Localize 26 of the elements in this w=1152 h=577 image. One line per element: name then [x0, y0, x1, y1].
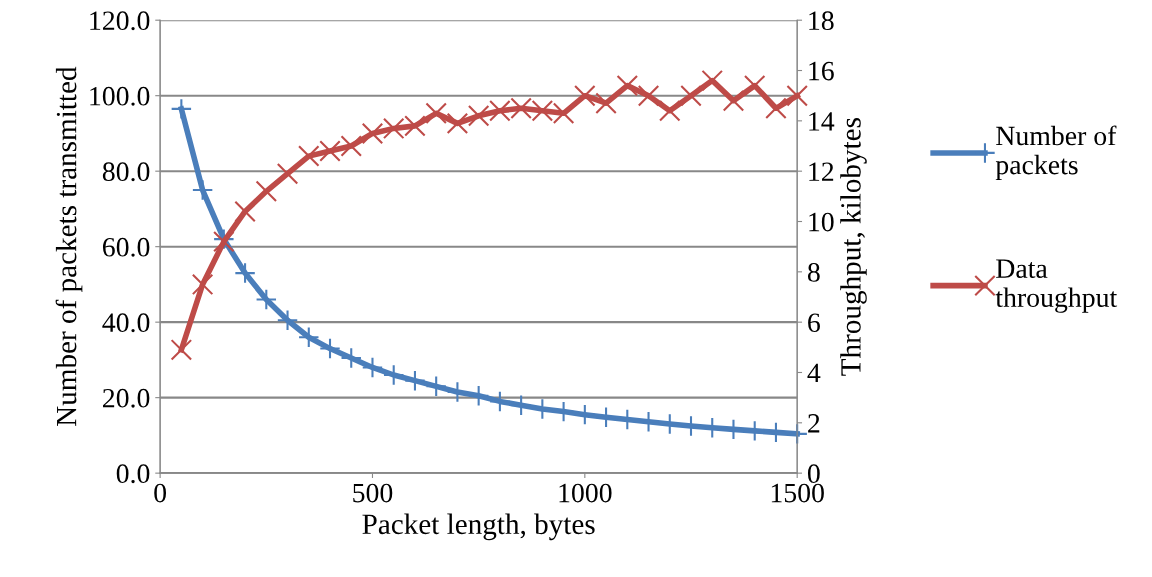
y2-tick-label: 8	[807, 263, 820, 282]
y2-tick-label: 0	[807, 464, 820, 484]
y2-tick-label: 4	[807, 363, 821, 383]
y2-axis-title: Throughput, kilobytes	[840, 118, 867, 376]
y-tick-label: 40.0	[102, 313, 150, 333]
y2-tick-label: 6	[808, 313, 820, 333]
y-tick-label: 20.0	[103, 388, 150, 408]
x-tick-label: 1000	[559, 483, 612, 503]
y-tick-label: 100.0	[90, 86, 150, 106]
y2-tick-label: 12	[809, 162, 834, 181]
y2-tick-label: 10	[809, 212, 834, 232]
legend-label: Number of packets	[995, 125, 1117, 181]
y2-tick-label: 2	[808, 414, 820, 433]
x-tick-label: 500	[353, 483, 393, 503]
x-axis-title: Packet length, bytes	[362, 513, 595, 541]
x-tick-label: 1500	[771, 483, 824, 503]
y-tick-label: 80.0	[102, 162, 150, 182]
legend-label: Data throughput	[995, 259, 1118, 313]
y2-tick-label: 18	[809, 11, 834, 31]
y2-tick-label: 14	[809, 112, 835, 131]
x-tick-label: 0	[154, 483, 167, 503]
y-axis-title: Number of packets transmitted	[55, 66, 83, 427]
y-tick-label: 0.0	[116, 464, 150, 484]
y2-tick-label: 16	[809, 61, 834, 81]
y-tick-label: 120.0	[90, 11, 150, 31]
y-tick-label: 60.0	[102, 237, 150, 257]
